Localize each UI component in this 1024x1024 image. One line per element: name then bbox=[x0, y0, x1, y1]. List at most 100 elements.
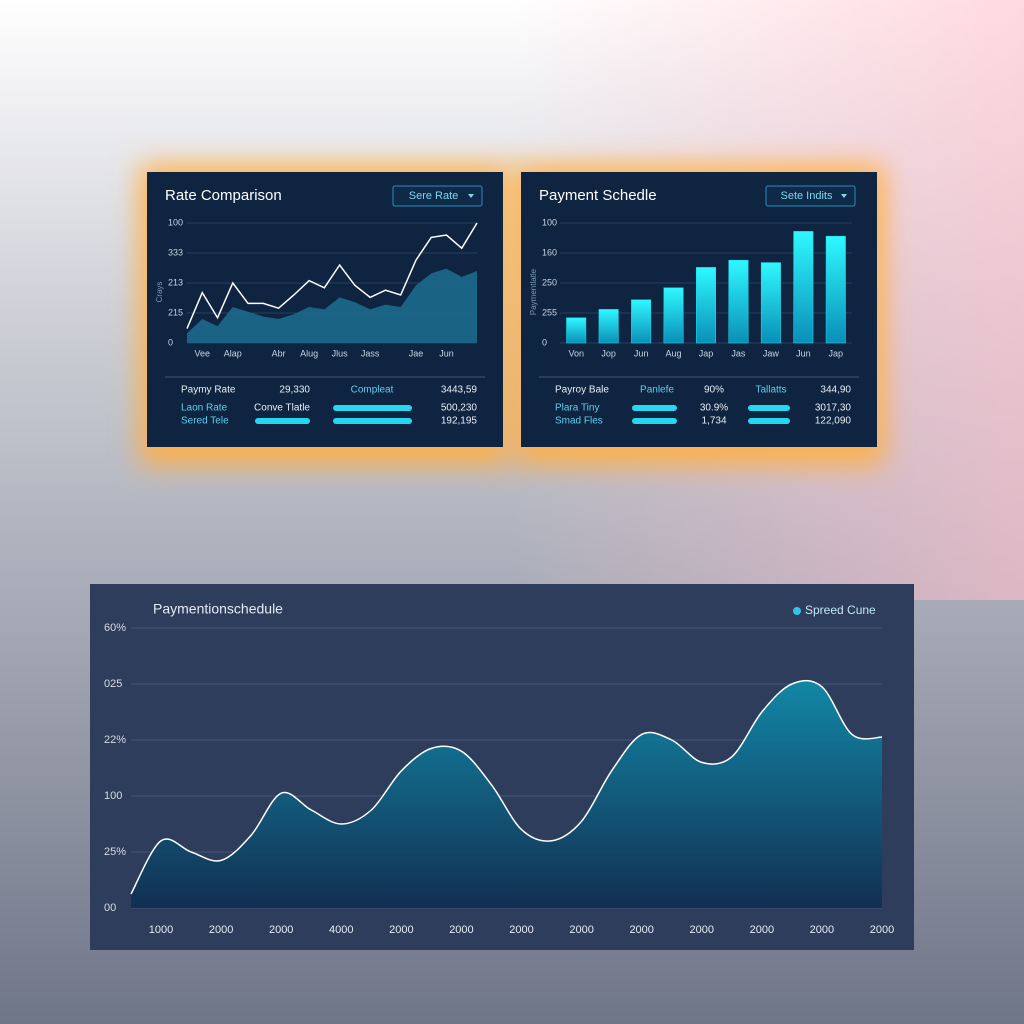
bar bbox=[825, 235, 846, 344]
area bbox=[131, 680, 882, 908]
table-cell: Sered Tele bbox=[181, 416, 229, 427]
y-tick-label: 00 bbox=[104, 902, 116, 914]
x-tick-label: Jap bbox=[829, 348, 844, 358]
table-cell: Paymy Rate bbox=[181, 385, 236, 396]
table-cell: Payroy Bale bbox=[555, 385, 609, 396]
x-tick-label: 2000 bbox=[810, 924, 834, 936]
chart-title: Paymentionschedule bbox=[153, 601, 283, 617]
x-tick-label: 2000 bbox=[569, 924, 593, 936]
y-tick-label: 100 bbox=[104, 790, 122, 802]
x-tick-label: 1000 bbox=[149, 924, 173, 936]
table-cell: 3443,59 bbox=[441, 385, 478, 396]
table-cell: 30.9% bbox=[700, 403, 728, 414]
y-tick-label: 25% bbox=[104, 846, 126, 858]
x-tick-label: 2000 bbox=[870, 924, 894, 936]
x-tick-label: Jas bbox=[731, 348, 746, 358]
x-tick-label: 2000 bbox=[389, 924, 413, 936]
y-axis-label: Paymentlatle bbox=[529, 268, 538, 315]
x-tick-label: Von bbox=[568, 348, 584, 358]
x-tick-label: Jun bbox=[796, 348, 811, 358]
bar bbox=[793, 231, 814, 344]
x-tick-label: 2000 bbox=[690, 924, 714, 936]
x-tick-label: 2000 bbox=[750, 924, 774, 936]
line bbox=[186, 222, 478, 329]
x-tick-label: 2000 bbox=[629, 924, 653, 936]
table-cell: Compleat bbox=[351, 385, 394, 396]
x-tick-label: Alug bbox=[300, 348, 318, 358]
bar bbox=[566, 317, 587, 344]
dropdown-label[interactable]: Sete Indits bbox=[781, 190, 833, 202]
y-tick-label: 025 bbox=[104, 678, 122, 690]
table-cell: Laon Rate bbox=[181, 403, 228, 414]
x-tick-label: Jun bbox=[634, 348, 649, 358]
dropdown-arrow[interactable] bbox=[468, 194, 474, 198]
x-tick-label: Vee bbox=[194, 348, 210, 358]
line bbox=[130, 679, 883, 895]
chart-title: Rate Comparison bbox=[165, 187, 282, 204]
y-tick-label: 215 bbox=[168, 307, 183, 317]
table-cell: Plara Tiny bbox=[555, 403, 599, 414]
x-tick-label: Aug bbox=[666, 348, 682, 358]
y-tick-label: 255 bbox=[542, 307, 557, 317]
x-tick-label: Jap bbox=[699, 348, 714, 358]
bar bbox=[598, 309, 619, 344]
x-tick-label: 2000 bbox=[449, 924, 473, 936]
y-tick-label: 100 bbox=[542, 217, 557, 227]
x-tick-label: Alap bbox=[224, 348, 242, 358]
x-tick-label: Jop bbox=[601, 348, 616, 358]
x-tick-label: 2000 bbox=[269, 924, 293, 936]
chart-title: Payment Schedle bbox=[539, 187, 657, 204]
y-tick-label: 0 bbox=[542, 337, 547, 347]
x-tick-label: Jun bbox=[439, 348, 454, 358]
table-cell: 122,090 bbox=[815, 416, 852, 427]
bar bbox=[760, 262, 781, 344]
y-axis-label: Crays bbox=[155, 282, 164, 303]
y-tick-label: 22% bbox=[104, 734, 126, 746]
table-cell: 90% bbox=[704, 385, 724, 396]
progress-pill bbox=[255, 418, 310, 424]
progress-pill bbox=[333, 418, 412, 424]
progress-pill bbox=[748, 405, 790, 411]
table-cell: Panlefe bbox=[640, 385, 674, 396]
x-tick-label: 4000 bbox=[329, 924, 353, 936]
progress-pill bbox=[632, 405, 677, 411]
y-tick-label: 100 bbox=[168, 217, 183, 227]
table-cell: Conve Tlatle bbox=[254, 403, 310, 414]
bar bbox=[631, 299, 652, 344]
y-tick-label: 250 bbox=[542, 277, 557, 287]
table-cell: 344,90 bbox=[820, 385, 851, 396]
dropdown-label[interactable]: Sere Rate bbox=[409, 190, 459, 202]
table-cell: 192,195 bbox=[441, 416, 478, 427]
x-tick-label: Jass bbox=[361, 348, 380, 358]
dropdown[interactable] bbox=[765, 185, 856, 207]
table-cell: Tallatts bbox=[755, 385, 786, 396]
bar bbox=[728, 259, 749, 344]
table-cell: 500,230 bbox=[441, 403, 478, 414]
table-cell: 29,330 bbox=[279, 385, 310, 396]
dropdown[interactable] bbox=[392, 185, 483, 207]
table-cell: 1,734 bbox=[701, 416, 726, 427]
dropdown-arrow[interactable] bbox=[841, 194, 847, 198]
legend-label: Spreed Cune bbox=[805, 603, 876, 617]
x-tick-label: Abr bbox=[272, 348, 286, 358]
x-tick-label: 2000 bbox=[509, 924, 533, 936]
x-tick-label: Jae bbox=[409, 348, 424, 358]
y-tick-label: 160 bbox=[542, 247, 557, 257]
bar bbox=[663, 287, 684, 344]
progress-pill bbox=[748, 418, 790, 424]
table-cell: 3017,30 bbox=[815, 403, 852, 414]
y-tick-label: 333 bbox=[168, 247, 183, 257]
x-tick-label: 2000 bbox=[209, 924, 233, 936]
y-tick-label: 213 bbox=[168, 277, 183, 287]
bar bbox=[696, 267, 716, 344]
progress-pill bbox=[333, 405, 412, 411]
table-cell: Smad Fles bbox=[555, 416, 603, 427]
x-tick-label: Jaw bbox=[763, 348, 780, 358]
y-tick-label: 0 bbox=[168, 337, 173, 347]
y-tick-label: 60% bbox=[104, 622, 126, 634]
legend-marker bbox=[793, 607, 801, 615]
x-tick-label: Jlus bbox=[332, 348, 349, 358]
area bbox=[187, 268, 477, 343]
